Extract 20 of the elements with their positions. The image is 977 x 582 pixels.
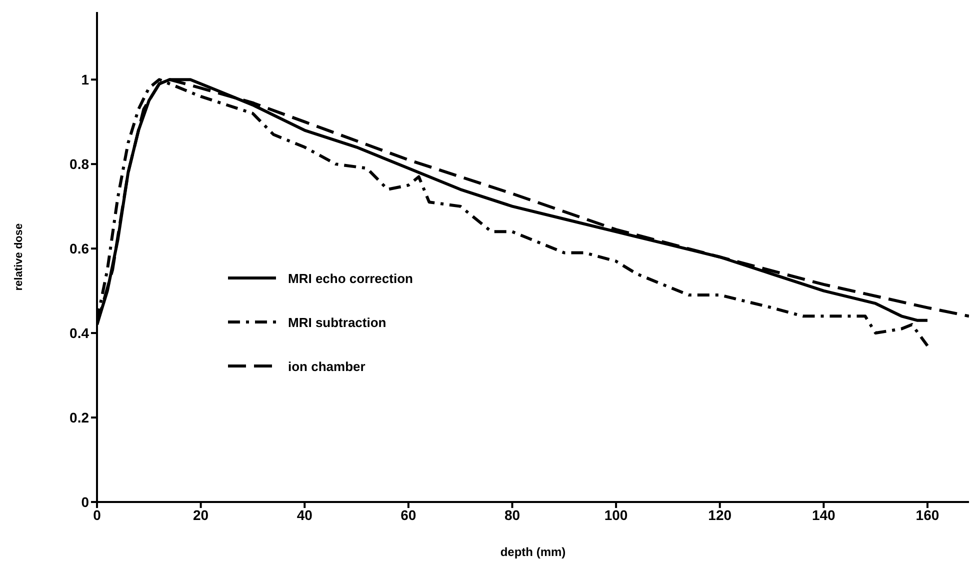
y-tick-label: 1 [81, 72, 90, 88]
x-tick-label: 60 [400, 506, 416, 523]
x-tick-label: 0 [93, 506, 102, 523]
x-tick-label: 160 [916, 506, 940, 523]
x-axis-title: depth (mm) [500, 545, 566, 559]
y-tick-label: 0.6 [70, 240, 90, 257]
x-tick-label: 140 [812, 506, 836, 523]
x-tick-label: 20 [193, 506, 209, 523]
x-tick-label: 120 [708, 506, 732, 523]
x-tick-label: 100 [604, 506, 628, 523]
y-tick-label: 0 [81, 494, 90, 510]
y-axis-title: relative dose [12, 223, 25, 291]
legend-label: MRI echo correction [288, 270, 413, 286]
y-tick-label: 0.8 [70, 156, 90, 172]
y-tick-label: 0.4 [70, 325, 90, 342]
x-tick-label: 40 [296, 506, 313, 523]
y-tick-label: 0.2 [70, 409, 90, 426]
x-tick-label: 80 [504, 506, 520, 523]
legend-label: MRI subtraction [288, 314, 386, 330]
legend-label: ion chamber [288, 358, 366, 374]
